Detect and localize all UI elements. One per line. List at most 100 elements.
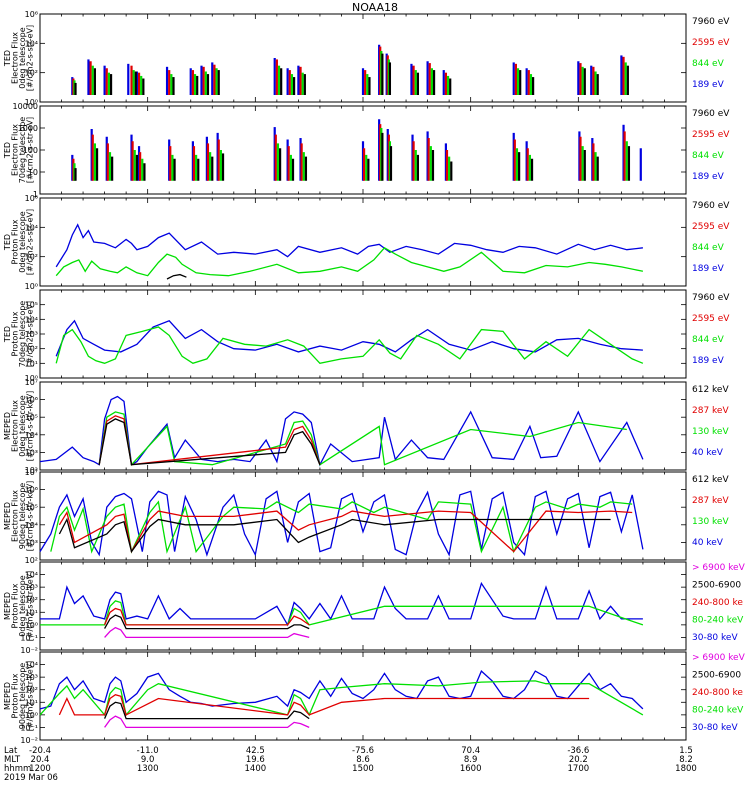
- y-tick-label: 10⁵: [25, 503, 38, 512]
- legend-entry: 80-240 keV: [692, 616, 744, 626]
- y-tick-label: 10000: [13, 102, 38, 111]
- y-axis-label: 70deg telescope: [18, 301, 27, 368]
- date-label: 2019 Mar 06: [4, 773, 58, 783]
- legend-entry: > 6900 keV: [692, 653, 746, 663]
- y-tick-label: 10⁶: [25, 10, 38, 19]
- y-tick-label: 10⁴: [25, 521, 38, 530]
- y-axis-label: [#/cm2-s-str-eV]: [26, 209, 35, 275]
- y-tick-label: 10²: [25, 686, 38, 695]
- panel-frame: [39, 381, 687, 471]
- y-axis-label: Proton Flux: [11, 311, 20, 356]
- y-tick-label: 10⁴: [25, 571, 38, 580]
- y-tick-label: 10³: [25, 330, 38, 339]
- y-tick-label: 10¹: [25, 698, 38, 707]
- y-axis-label: MEPED: [3, 592, 12, 620]
- x-tick-label: 20.2: [569, 755, 588, 765]
- y-axis-label: [#/cm2-s-str-keV]: [26, 661, 35, 732]
- y-axis-label: [#/cm2-s-str-eV]: [26, 117, 35, 183]
- y-axis-label: [#/cm2-s-str-eV]: [26, 25, 35, 91]
- x-tick-label: 20.4: [31, 755, 50, 765]
- legend-entry: 287 keV: [692, 496, 729, 506]
- y-axis-label: Electron Flux: [11, 32, 20, 84]
- legend-entry: 844 eV: [692, 59, 725, 69]
- y-axis-label: TED: [3, 326, 12, 343]
- y-tick-label: 1: [33, 190, 38, 199]
- legend-entry: > 6900 keV: [692, 563, 746, 573]
- legend-entry: 844 eV: [692, 151, 725, 161]
- legend-entry: 2595 eV: [692, 130, 730, 140]
- x-tick-label: -75.6: [352, 746, 374, 756]
- series-line-green: [40, 600, 644, 626]
- legend-entry: 7960 eV: [692, 293, 730, 303]
- series-line-black: [98, 418, 321, 466]
- legend-entry: 7960 eV: [692, 201, 730, 211]
- y-tick-label: 10⁷: [25, 468, 38, 477]
- legend-entry: 844 eV: [692, 335, 725, 345]
- x-tick-label: 1400: [245, 764, 267, 774]
- y-axis-label: 70deg telescope: [18, 117, 27, 184]
- series-line-black: [104, 701, 310, 720]
- y-tick-label: 10⁴: [25, 431, 38, 440]
- series-line-green: [55, 246, 644, 277]
- y-axis-label: 0deg telescope: [18, 27, 27, 88]
- y-tick-label: 10⁶: [25, 194, 38, 203]
- x-tick-label: 1800: [675, 764, 697, 774]
- series-line-red: [98, 415, 321, 466]
- series-line-black: [166, 273, 187, 280]
- y-axis-label: MEPED: [3, 502, 12, 530]
- series-line-magenta: [104, 626, 310, 639]
- x-row-label: Lat: [4, 746, 18, 756]
- y-tick-label: 10⁰: [25, 621, 38, 630]
- legend-entry: 30-80 keV: [692, 633, 738, 643]
- legend-entry: 612 keV: [692, 475, 729, 485]
- legend-entry: 2595 eV: [692, 222, 730, 232]
- x-tick-label: 42.5: [246, 746, 265, 756]
- legend-entry: 844 eV: [692, 243, 725, 253]
- y-tick-label: 10⁰: [25, 374, 38, 383]
- y-tick-label: 10⁰: [25, 282, 38, 291]
- y-axis-label: [#/cm2-s-str-keV]: [26, 481, 35, 552]
- y-tick-label: 10⁵: [25, 413, 38, 422]
- y-tick-label: 10⁶: [25, 396, 38, 405]
- y-axis-label: 0deg telescope: [18, 395, 27, 456]
- series-line-green: [50, 500, 633, 554]
- series-line-red: [58, 510, 633, 554]
- y-tick-label: 10³: [25, 448, 38, 457]
- y-tick-label: 10⁴: [25, 661, 38, 670]
- legend-entry: 612 keV: [692, 385, 729, 395]
- y-axis-label: 90deg telescope: [18, 663, 27, 730]
- y-tick-label: 10²: [25, 466, 38, 475]
- legend-entry: 2500-6900: [692, 671, 741, 681]
- y-tick-label: 10²: [25, 556, 38, 565]
- series-line-green: [98, 411, 627, 467]
- series-line-blue: [39, 490, 644, 557]
- series-line-green: [55, 326, 644, 365]
- legend-entry: 130 keV: [692, 517, 729, 527]
- series-line-black: [104, 614, 310, 630]
- y-axis-label: MEPED: [3, 412, 12, 440]
- legend-entry: 189 eV: [692, 356, 725, 366]
- y-tick-label: 10⁶: [25, 486, 38, 495]
- y-axis-label: Electron Flux: [11, 124, 20, 176]
- y-tick-label: 10⁴: [25, 315, 38, 324]
- y-tick-label: 10²: [25, 69, 38, 78]
- series-line-red: [104, 607, 310, 626]
- y-axis-label: [#/cm2-s-str-eV]: [26, 301, 35, 367]
- y-tick-label: 10: [28, 168, 38, 177]
- y-tick-label: 10⁻²: [20, 646, 38, 655]
- y-tick-label: 10⁻¹: [20, 723, 38, 732]
- y-axis-label: TED: [3, 234, 12, 251]
- legend-entry: 189 eV: [692, 264, 725, 274]
- y-axis-label: [#/cm2-s-str-keV]: [26, 571, 35, 642]
- legend-entry: 40 keV: [692, 538, 724, 548]
- series-line-blue: [39, 395, 644, 467]
- y-tick-label: 10⁰: [25, 711, 38, 720]
- y-axis-label: Electron Flux: [11, 400, 20, 452]
- y-axis-label: TED: [3, 50, 12, 67]
